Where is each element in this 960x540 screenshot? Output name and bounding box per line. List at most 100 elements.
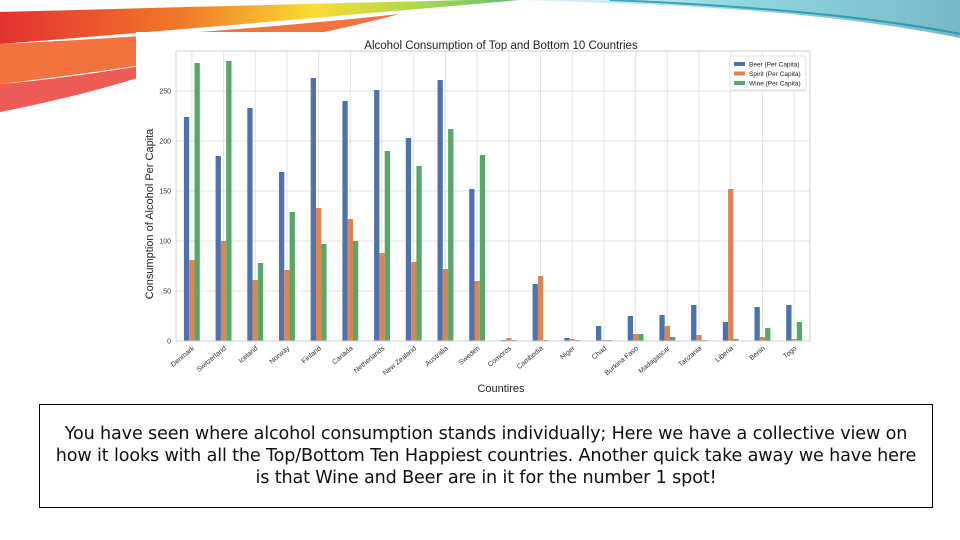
- bar-spirit-finland: [316, 208, 322, 341]
- bar-beer-australia: [437, 80, 443, 341]
- y-ticks: 0 50 100 150 200 250: [159, 89, 171, 346]
- bar-beer-sweden: [469, 189, 475, 341]
- bars: [183, 61, 803, 341]
- bar-spirit-iceland: [252, 280, 258, 341]
- bar-beer-tanzania: [691, 305, 697, 341]
- legend: Beer (Per Capita) Spirit (Per Capita) Wine…: [729, 55, 807, 91]
- chart-panel: Alcohol Consumption of Top and Bottom 10…: [136, 32, 858, 400]
- y-tick-label: 100: [159, 239, 171, 246]
- y-tick-label: 200: [159, 139, 171, 146]
- bar-beer-iceland: [247, 108, 253, 341]
- bar-beer-norway: [279, 172, 285, 341]
- bar-beer-benin: [754, 307, 760, 341]
- y-tick-label: 250: [159, 89, 171, 96]
- bar-wine-netherlands: [384, 151, 390, 341]
- x-tick-label: Benin: [749, 345, 767, 362]
- bar-wine-sweden: [479, 155, 486, 341]
- bar-beer-togo: [786, 305, 792, 341]
- bar-beer-niger: [564, 338, 570, 341]
- legend-swatch-spirit: [734, 71, 745, 76]
- x-ticks: Denmark Switzerland Iceland Norway Finland Ca…: [170, 345, 799, 377]
- x-tick-label: Togo: [782, 345, 798, 360]
- legend-box: [729, 55, 807, 91]
- swoosh-warm-top: [0, 0, 520, 44]
- x-tick-label: Chad: [591, 345, 608, 361]
- x-tick-label: Switzerland: [196, 345, 228, 374]
- y-axis-label: Consumption of Alcohol Per Capita: [144, 128, 156, 299]
- bar-spirit-netherlands: [379, 253, 385, 341]
- legend-swatch-wine: [734, 81, 745, 85]
- bar-beer-chad: [596, 326, 602, 341]
- bar-wine-australia: [448, 129, 454, 341]
- legend-swatch-beer: [734, 62, 745, 66]
- chart-title: Alcohol Consumption of Top and Bottom 10…: [364, 40, 638, 52]
- x-tick-label: Tanzania: [677, 345, 703, 368]
- x-tick-label: Denmark: [170, 345, 197, 369]
- x-tick-label: New Zealand: [382, 345, 418, 377]
- bar-wine-switzerland: [226, 61, 232, 341]
- bar-wine-finland: [321, 244, 327, 341]
- swoosh-cool-line: [609, 0, 960, 35]
- bar-wine-new-zealand: [416, 166, 422, 341]
- bar-beer-canada: [342, 101, 348, 341]
- x-tick-label: Cambodia: [516, 345, 545, 371]
- bar-spirit-new-zealand: [411, 262, 417, 341]
- x-tick-label: Canada: [331, 345, 354, 366]
- bar-beer-madagascar: [659, 315, 665, 341]
- bar-beer-denmark: [183, 117, 190, 341]
- bar-wine-benin: [765, 328, 771, 341]
- caption-box: You have seen where alcohol consumption …: [39, 404, 933, 508]
- x-tick-label: Australia: [424, 345, 449, 368]
- bar-spirit-australia: [442, 269, 449, 341]
- bar-spirit-canada: [347, 219, 353, 341]
- bar-spirit-burkina-faso: [633, 334, 639, 341]
- x-tick-label: Iceland: [238, 345, 260, 365]
- x-axis-label: Countires: [477, 383, 525, 395]
- x-tick-label: Niger: [559, 345, 577, 362]
- bar-beer-new-zealand: [405, 138, 412, 341]
- bar-spirit-cambodia: [537, 276, 544, 341]
- bar-beer-switzerland: [215, 156, 221, 341]
- bar-spirit-niger: [569, 339, 575, 341]
- x-tick-label: Comoros: [487, 345, 514, 369]
- legend-label-wine: Wine (Per Capita): [749, 81, 801, 88]
- legend-label-spirit: Spirit (Per Capita): [749, 71, 801, 78]
- bar-wine-canada: [353, 241, 359, 341]
- x-tick-label: Norway: [269, 345, 292, 366]
- bar-spirit-sweden: [474, 281, 480, 341]
- bar-wine-liberia: [733, 339, 739, 341]
- x-tick-label: Burkina Faso: [604, 345, 640, 377]
- bar-wine-norway: [289, 212, 295, 341]
- bar-spirit-tanzania: [696, 335, 702, 341]
- bar-beer-burkina-faso: [627, 316, 633, 341]
- bar-spirit-togo: [791, 339, 797, 341]
- x-tick-label: Liberia: [714, 345, 735, 364]
- bar-wine-denmark: [194, 63, 200, 341]
- bar-spirit-switzerland: [220, 241, 227, 341]
- bar-wine-togo: [796, 322, 803, 341]
- gridlines: [176, 51, 810, 342]
- y-tick-label: 0: [167, 339, 171, 346]
- bar-beer-netherlands: [374, 90, 380, 341]
- x-tick-label: Netherlands: [353, 345, 387, 375]
- bar-spirit-benin: [759, 337, 766, 341]
- caption-text: You have seen where alcohol consumption …: [55, 424, 917, 488]
- bar-chart: Alcohol Consumption of Top and Bottom 10…: [144, 40, 811, 395]
- swoosh-cool: [520, 0, 960, 38]
- x-tick-label: Madagascar: [638, 345, 673, 376]
- bar-wine-madagascar: [670, 337, 676, 341]
- bar-wine-iceland: [257, 263, 264, 341]
- x-tick-label: Sweden: [458, 345, 482, 367]
- y-tick-label: 50: [163, 289, 171, 296]
- bar-beer-cambodia: [532, 284, 538, 341]
- bar-beer-liberia: [722, 322, 729, 341]
- bar-wine-burkina-faso: [638, 334, 644, 341]
- bar-spirit-liberia: [728, 189, 734, 341]
- x-tick-label: Finland: [301, 345, 323, 365]
- bar-beer-finland: [310, 78, 316, 341]
- legend-label-beer: Beer (Per Capita): [749, 62, 800, 69]
- plot-frame: [175, 50, 811, 342]
- bar-spirit-madagascar: [664, 326, 670, 341]
- y-tick-label: 150: [159, 189, 171, 196]
